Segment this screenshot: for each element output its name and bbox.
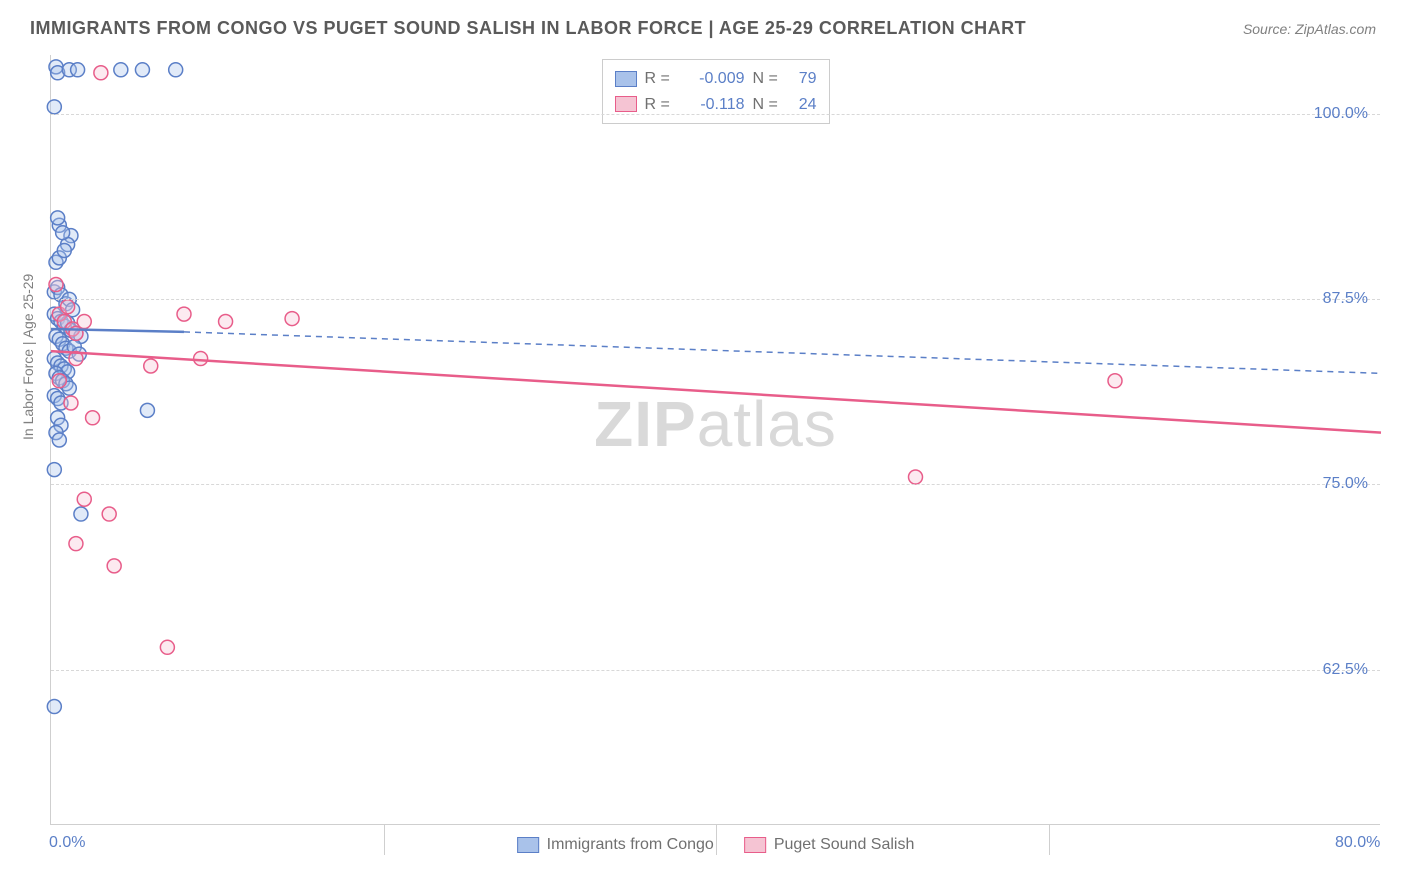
y-tick-label: 100.0% (1314, 105, 1368, 123)
chart-svg (51, 55, 1380, 824)
legend-item-congo: Immigrants from Congo (517, 836, 714, 854)
y-tick-label: 87.5% (1323, 290, 1368, 308)
y-tick-label: 75.0% (1323, 475, 1368, 493)
y-axis-label: In Labor Force | Age 25-29 (20, 274, 36, 440)
x-tick-label: 0.0% (49, 834, 85, 852)
x-tick-label: 80.0% (1335, 834, 1380, 852)
y-tick-label: 62.5% (1323, 661, 1368, 679)
swatch-congo-icon (517, 837, 539, 853)
legend-item-salish: Puget Sound Salish (744, 836, 915, 854)
source-label: Source: ZipAtlas.com (1243, 21, 1376, 37)
chart-title: IMMIGRANTS FROM CONGO VS PUGET SOUND SAL… (30, 18, 1026, 39)
plot-area: ZIPatlas R = -0.009 N = 79 R = -0.118 N … (50, 55, 1380, 825)
swatch-salish-icon (744, 837, 766, 853)
